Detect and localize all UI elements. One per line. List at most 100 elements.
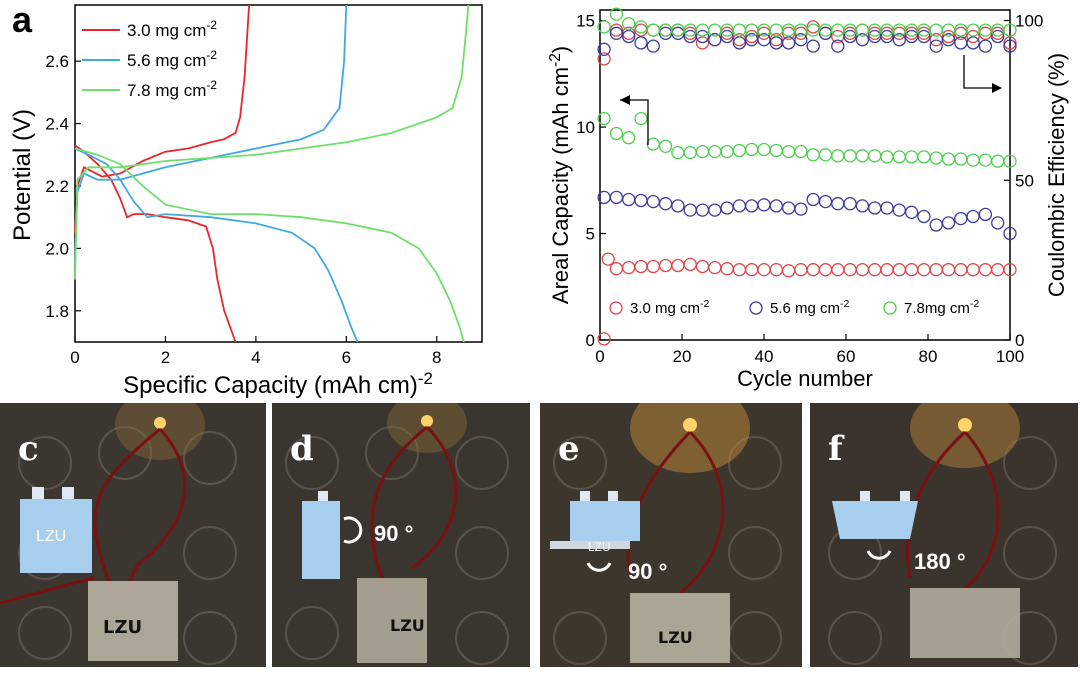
panel-label-a: a <box>12 0 33 40</box>
data-point-b <box>622 29 636 44</box>
legend-label-a: 3.0 mg cm-2 <box>127 18 217 40</box>
data-point-b <box>978 207 993 222</box>
x-tick-label-b: 80 <box>919 347 938 366</box>
data-point-b <box>868 263 882 277</box>
data-point-b <box>880 263 894 277</box>
data-point-b <box>1003 39 1017 53</box>
handwritten-label: LZU <box>103 617 142 638</box>
data-point-b <box>806 192 820 207</box>
data-point-b <box>892 263 906 277</box>
data-point-b <box>966 29 980 44</box>
data-point-b <box>794 26 808 40</box>
data-point-b <box>634 111 648 126</box>
data-point-b <box>1003 226 1017 241</box>
data-point-b <box>745 199 759 213</box>
data-point-b <box>769 143 783 158</box>
data-point-b <box>609 7 624 21</box>
data-point-b <box>769 263 783 277</box>
data-point-b <box>708 260 722 275</box>
pouch-cell <box>910 588 1020 658</box>
x-tick-label-b: 100 <box>996 347 1024 366</box>
x-tick-label-b: 40 <box>755 347 774 366</box>
y-tick-label-a: 2.6 <box>45 52 69 71</box>
y-tick-label-a: 2.2 <box>45 177 69 196</box>
data-point-b <box>634 36 648 50</box>
led-icon <box>154 417 166 429</box>
data-point-b <box>720 144 734 159</box>
data-point-b <box>732 263 747 277</box>
data-point-b <box>991 29 1005 44</box>
data-point-b <box>818 263 833 277</box>
data-point-b <box>1003 154 1017 168</box>
data-point-b <box>929 218 943 232</box>
data-point-b <box>1003 263 1017 277</box>
data-point-b <box>954 263 968 277</box>
data-point-b <box>880 29 894 44</box>
data-point-b <box>1003 23 1017 37</box>
data-point-b <box>609 23 624 37</box>
data-point-b <box>757 33 771 47</box>
data-point-b <box>794 263 808 277</box>
y-tick-label-a: 1.8 <box>45 302 69 321</box>
arrowhead-right-icon <box>992 83 1002 93</box>
data-point-b <box>818 26 833 40</box>
data-point-b <box>732 143 747 158</box>
data-point-b <box>806 148 820 162</box>
x-axis-label-b: Cycle number <box>737 366 873 391</box>
data-point-b <box>683 257 697 272</box>
arrow-left-icon <box>620 99 649 145</box>
handwritten-label: LZU <box>390 616 425 635</box>
data-point-b <box>671 26 685 40</box>
photo-panel-d: LZU d 90 ° <box>272 403 530 667</box>
x-tick-label-b: 0 <box>595 347 604 366</box>
data-point-b <box>892 150 906 164</box>
data-point-b <box>757 26 771 40</box>
data-point-b <box>880 150 894 164</box>
data-point-b <box>917 209 931 224</box>
data-point-b <box>929 39 943 53</box>
data-point-b <box>794 33 808 47</box>
y-tick-label-left-b: 15 <box>576 12 595 31</box>
data-point-b <box>941 152 956 166</box>
data-point-b <box>991 216 1005 230</box>
panel-label-c: c <box>18 429 39 469</box>
data-point-b <box>720 262 734 276</box>
data-point-b <box>757 142 771 157</box>
panel-label-e: e <box>558 429 580 469</box>
rotation-label-d: 90 ° <box>374 521 414 546</box>
data-point-b <box>941 29 956 44</box>
cell-icon <box>570 501 640 541</box>
data-point-b <box>745 142 759 157</box>
data-point-b <box>609 190 624 205</box>
data-point-b <box>671 199 685 213</box>
cell-label: LZU <box>588 540 611 554</box>
series-line-a <box>74 4 348 265</box>
cell-icon <box>832 501 918 539</box>
data-point-b <box>904 205 919 219</box>
data-point-b <box>831 197 845 211</box>
data-point-b <box>818 148 833 162</box>
data-point-b <box>781 144 796 159</box>
data-point-b <box>954 23 968 37</box>
data-point-b <box>732 36 747 50</box>
data-point-b <box>929 151 943 165</box>
data-point-b <box>695 259 710 274</box>
data-point-b <box>904 263 919 277</box>
data-point-b <box>904 150 919 164</box>
data-point-b <box>843 26 857 40</box>
pouch-cell <box>630 593 730 663</box>
photo-d-scene: LZU <box>272 403 530 667</box>
y-tick-label-left-b: 10 <box>576 118 595 137</box>
data-point-b <box>781 36 796 50</box>
data-point-b <box>757 263 771 277</box>
data-point-b <box>732 199 747 213</box>
y-axis-label-a: Potential (V) <box>9 109 36 241</box>
data-point-b <box>868 149 882 163</box>
data-point-b <box>831 149 845 163</box>
arrow-right-icon <box>963 55 1000 89</box>
data-point-b <box>917 263 931 277</box>
cell-icon <box>302 501 340 579</box>
data-point-b <box>720 29 734 44</box>
data-point-b <box>720 26 734 40</box>
data-point-b <box>929 263 943 277</box>
